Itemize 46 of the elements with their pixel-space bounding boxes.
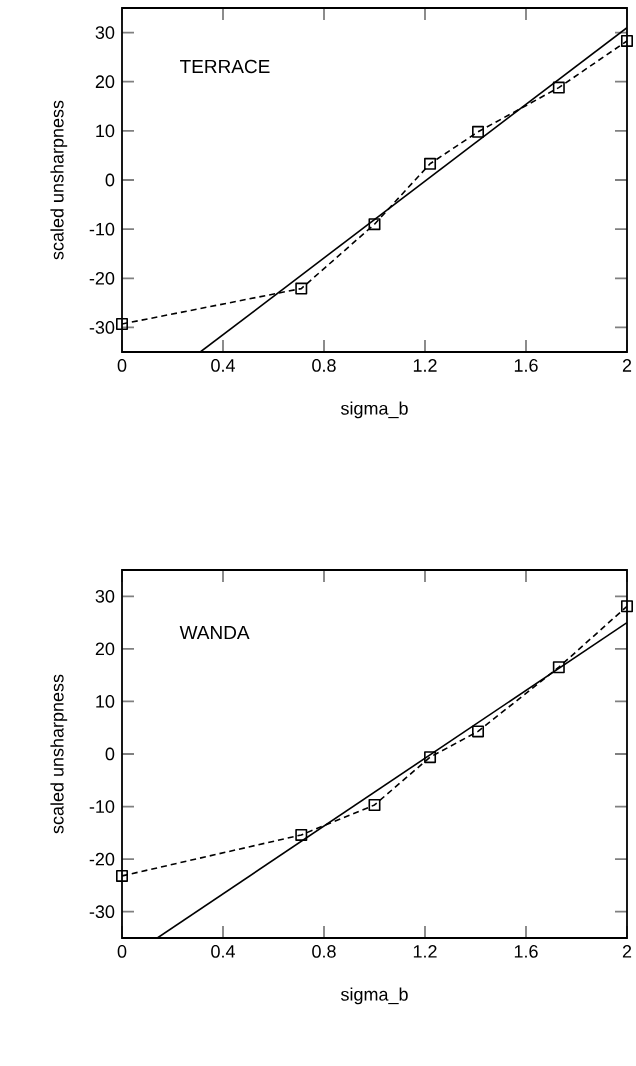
point [295, 282, 308, 295]
point [116, 317, 128, 330]
x-tick-label: 0.4 [211, 359, 235, 372]
point [552, 81, 565, 94]
point [552, 661, 565, 674]
point [621, 600, 633, 613]
point [295, 828, 308, 841]
y-tick-label: -30 [89, 905, 115, 919]
y-tick-label: 20 [95, 642, 115, 656]
x-tick-label: 2 [622, 945, 632, 958]
y-tick-label: 20 [95, 75, 115, 89]
point [472, 725, 485, 738]
y-tick-label: 30 [95, 589, 115, 603]
y-axis-title: scaled unsharpness [50, 674, 68, 834]
y-tick-label: -30 [89, 321, 115, 334]
x-axis-title: sigma_b [340, 401, 408, 419]
y-tick-label: 0 [105, 747, 115, 761]
annotation: TERRACE [180, 59, 270, 74]
x-axis-title: sigma_b [340, 987, 408, 1005]
x-tick-label: 0 [117, 945, 127, 958]
y-tick-label: 30 [95, 26, 115, 39]
x-tick-label: 1.6 [514, 359, 538, 372]
y-tick-label: 10 [96, 695, 115, 708]
x-tick-label: 0.4 [211, 945, 235, 958]
y-tick-label: -10 [89, 800, 115, 813]
y-tick-label: 10 [96, 124, 115, 138]
annotation: WANDA [179, 626, 250, 640]
y-tick-label: 0 [105, 173, 115, 187]
y-axis-title: scaled unsharpness [50, 100, 68, 260]
y-tick-label: -20 [89, 852, 115, 866]
x-tick-label: 1.6 [514, 945, 538, 958]
point [472, 125, 485, 138]
x-tick-label: 0 [117, 359, 127, 372]
point [424, 751, 437, 764]
x-tick-label: 2 [622, 359, 632, 372]
point [116, 869, 128, 882]
y-tick-label: -20 [89, 271, 115, 285]
point [621, 34, 633, 47]
point [368, 218, 381, 231]
y-tick-label: -10 [89, 222, 115, 236]
x-tick-label: 1.2 [413, 359, 437, 372]
x-tick-label: 1.2 [413, 945, 437, 958]
point [368, 798, 381, 811]
point [424, 157, 437, 170]
x-tick-label: 0.8 [312, 945, 336, 958]
x-tick-label: 0.8 [312, 359, 336, 372]
